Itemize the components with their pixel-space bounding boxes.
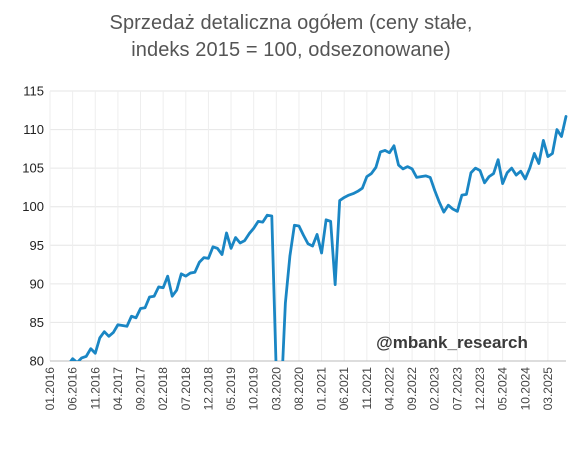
x-tick-label: 02.2018	[156, 367, 170, 411]
y-tick-label: 80	[30, 354, 44, 369]
x-tick-label: 08.2020	[292, 367, 306, 411]
y-tick-label: 95	[30, 238, 44, 253]
y-tick-label: 115	[23, 84, 44, 99]
x-tick-label: 12.2018	[201, 367, 215, 411]
x-tick-label: 05.2024	[496, 367, 510, 411]
x-tick-label: 10.2019	[247, 367, 261, 411]
x-tick-label: 11.2016	[88, 367, 102, 410]
x-tick-label: 11.2021	[360, 367, 374, 410]
x-tick-label: 02.2023	[428, 367, 442, 411]
x-tick-label: 07.2023	[450, 367, 464, 411]
chart-title: Sprzedaż detaliczna ogółem (ceny stałe, …	[0, 10, 582, 64]
y-axis: 80 85 90 95 100 105 110 115	[22, 84, 44, 369]
x-tick-label: 06.2016	[66, 367, 80, 411]
y-tick-label: 90	[30, 276, 44, 291]
x-tick-label: 03.2020	[269, 367, 283, 411]
series-line	[69, 115, 568, 361]
x-tick-label: 06.2021	[337, 367, 351, 411]
x-tick-label: 09.2022	[405, 367, 419, 411]
x-tick-label: 12.2023	[473, 367, 487, 411]
x-tick-label: 04.2022	[382, 367, 396, 411]
x-tick-label: 09.2017	[134, 367, 148, 411]
y-tick-label: 110	[23, 122, 44, 137]
grid-lines	[49, 90, 566, 362]
y-tick-label: 85	[30, 315, 44, 330]
x-tick-label: 01.2021	[315, 367, 329, 411]
chart-title-line-1: Sprzedaż detaliczna ogółem (ceny stałe,	[109, 12, 473, 34]
x-tick-label: 07.2018	[179, 367, 193, 411]
x-tick-label: 01.2016	[43, 367, 57, 411]
chart-title-line-2: indeks 2015 = 100, odsezonowane)	[131, 39, 451, 61]
watermark-text: @mbank_research	[376, 333, 528, 352]
y-tick-label: 100	[22, 199, 44, 214]
x-tick-label: 10.2024	[518, 367, 532, 411]
x-tick-label: 04.2017	[111, 367, 125, 411]
x-axis: 01.2016 06.2016 11.2016 04.2017 09.2017 02.20…	[43, 367, 555, 411]
x-tick-label: 05.2019	[224, 367, 238, 411]
x-tick-label: 03.2025	[541, 367, 555, 411]
y-tick-label: 105	[22, 161, 44, 176]
